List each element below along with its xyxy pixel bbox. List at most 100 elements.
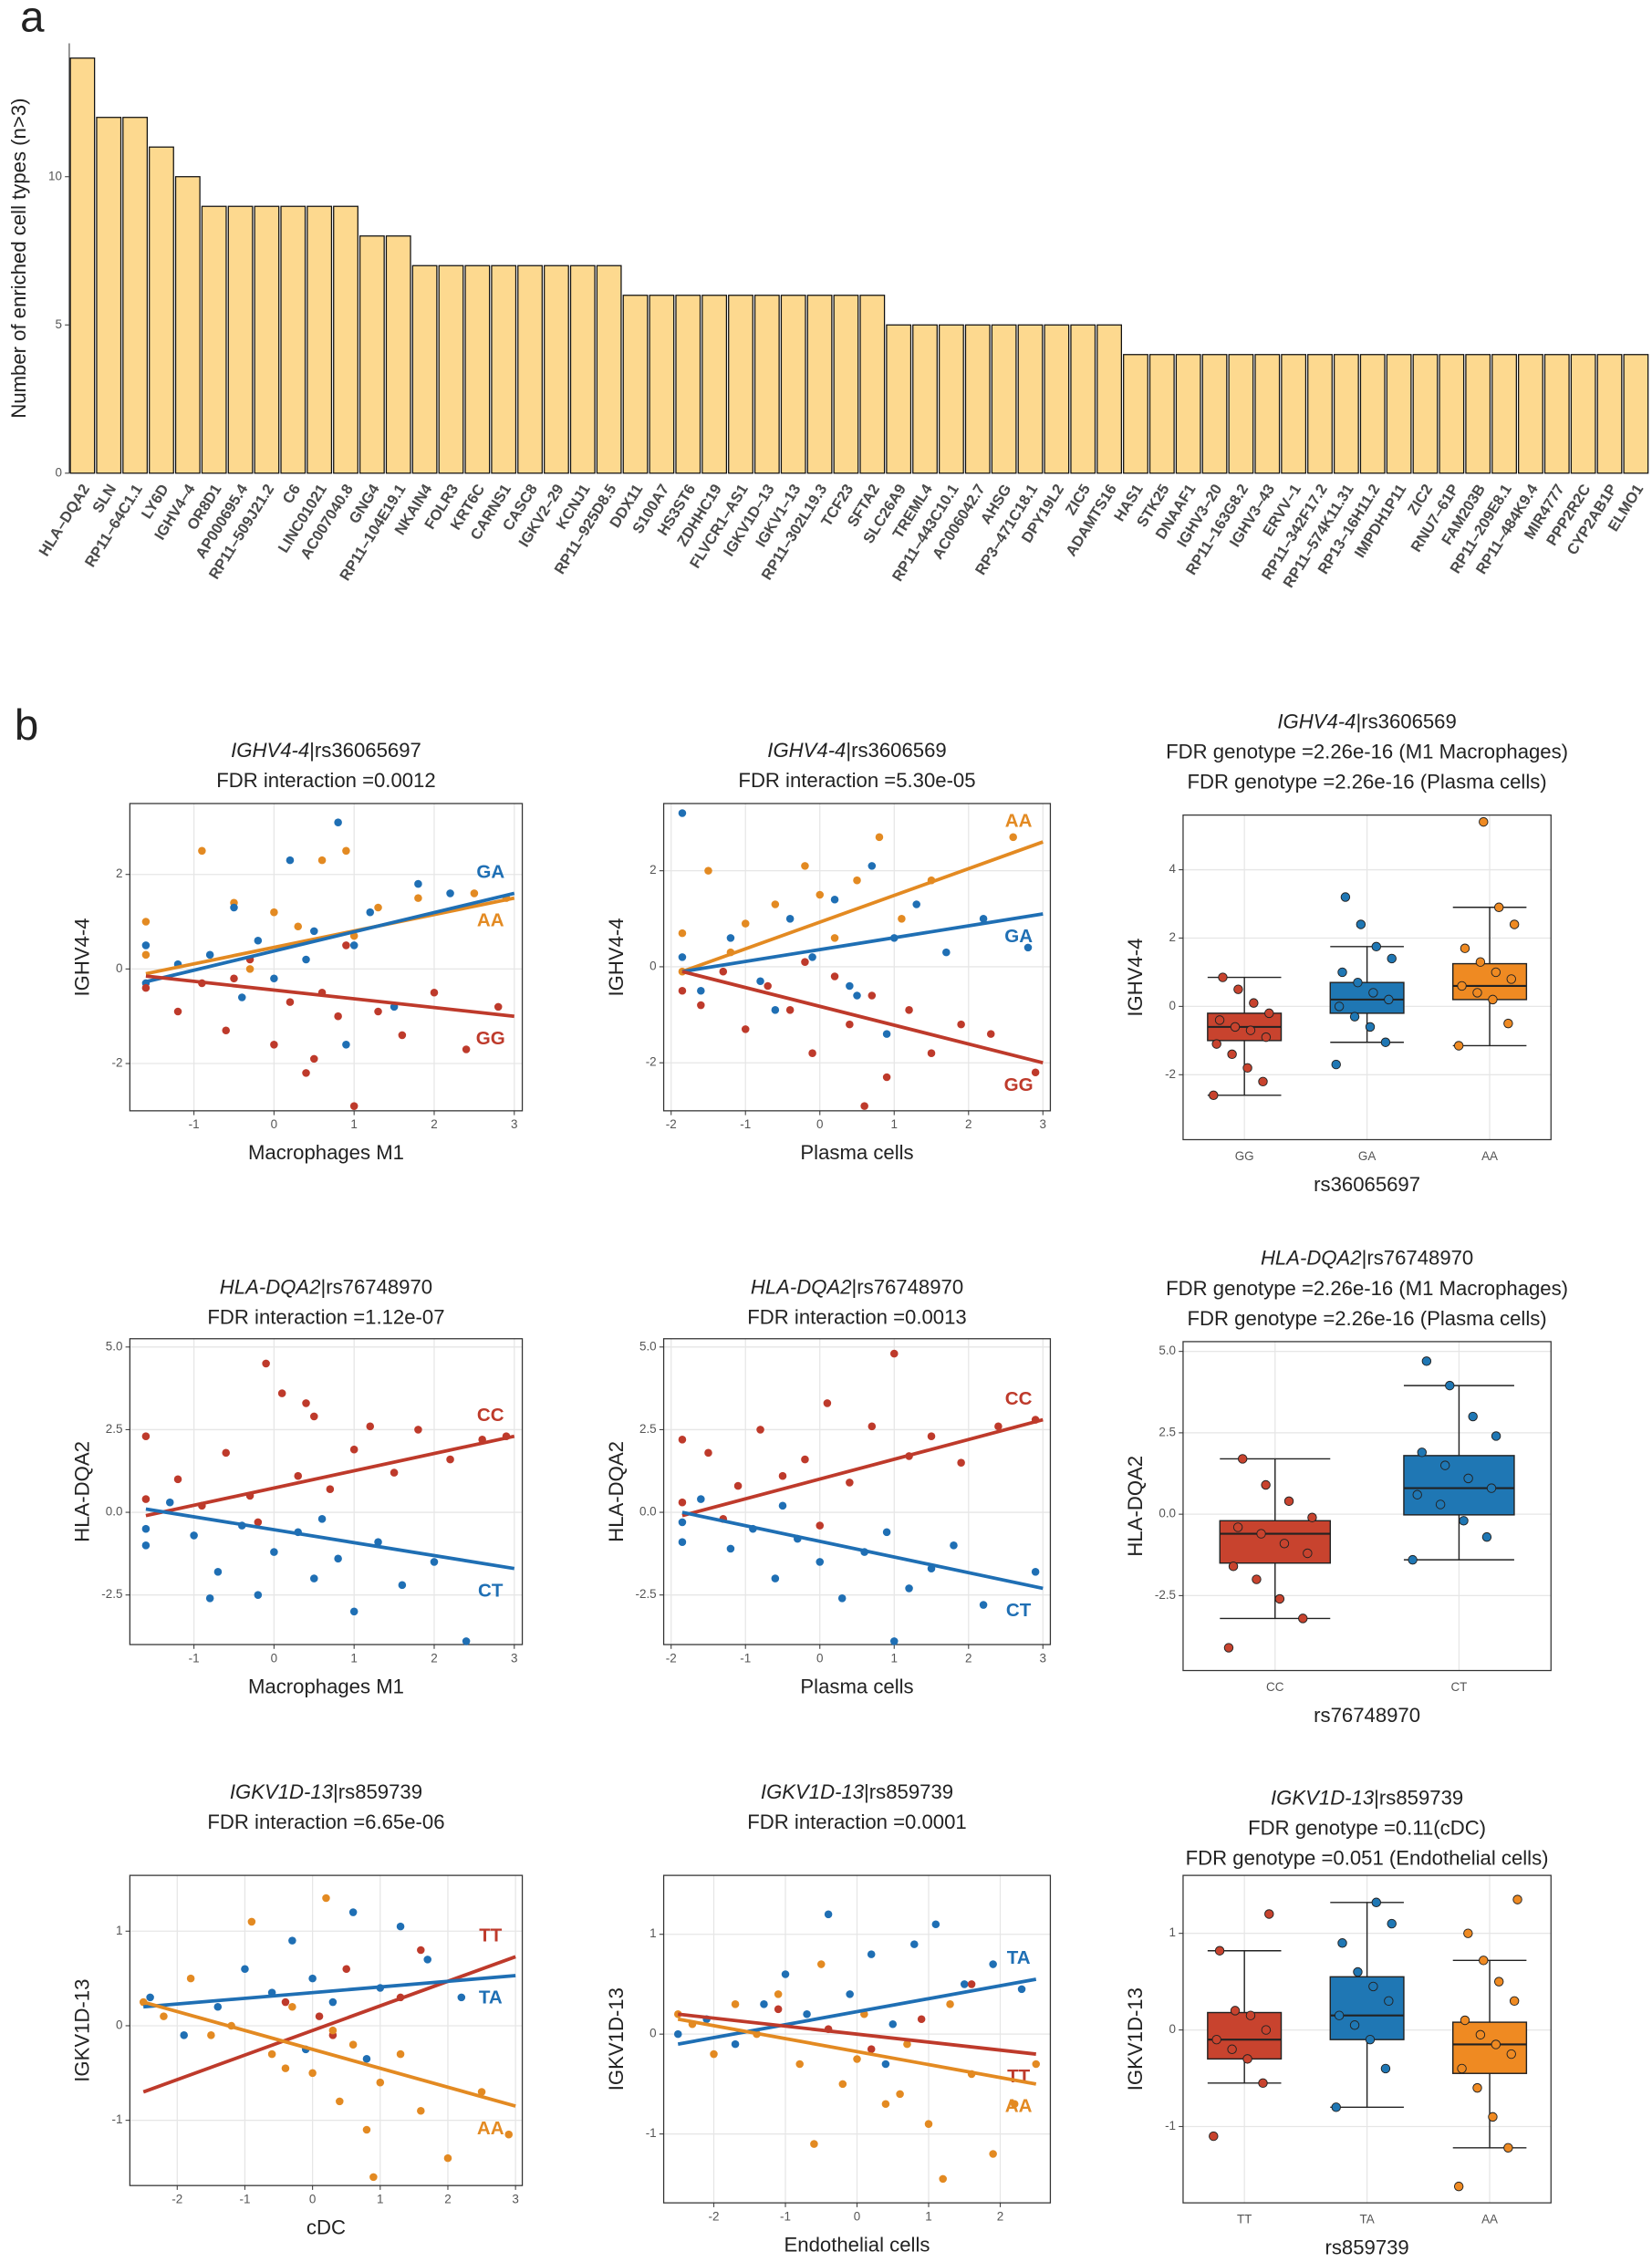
point (317, 856, 327, 865)
x-tick-label: 0 (271, 1117, 277, 1131)
point (374, 903, 382, 912)
point (731, 2000, 740, 2008)
plot-background (130, 1875, 523, 2186)
x-tick-label: 2 (431, 1651, 437, 1665)
point (710, 2049, 718, 2059)
point (1237, 1454, 1248, 1464)
point (1249, 998, 1259, 1008)
point (254, 1591, 263, 1599)
point (678, 1436, 687, 1444)
point (882, 1030, 891, 1038)
point (1230, 2006, 1241, 2016)
point (810, 2140, 818, 2148)
series-label: GA (1004, 926, 1033, 947)
point (760, 2000, 768, 2008)
point (1365, 2034, 1376, 2045)
bar (753, 295, 780, 474)
point (867, 1950, 876, 1958)
point (328, 2026, 338, 2035)
title-gene: HLA-DQA2 (220, 1275, 321, 1298)
point (1334, 1001, 1345, 1012)
point (1509, 1996, 1520, 2007)
bar (122, 117, 149, 474)
point (946, 2000, 954, 2008)
bar (307, 205, 333, 474)
point (1261, 2025, 1272, 2035)
x-tick-label: GA (1358, 1149, 1376, 1163)
point (778, 1501, 787, 1510)
point (726, 1544, 735, 1553)
point (366, 908, 375, 917)
point (979, 1601, 988, 1609)
point (342, 846, 350, 856)
point (1384, 1996, 1394, 2007)
bar (149, 146, 174, 474)
point (1242, 2054, 1252, 2064)
point (398, 1031, 407, 1040)
point (443, 2153, 452, 2163)
point (1408, 1554, 1418, 1565)
bar (517, 265, 543, 474)
chart-subtitle: FDR genotype =2.26e-16 (M1 Macrophages) (1166, 740, 1568, 763)
point (1031, 1568, 1040, 1576)
x-tick-label: 1 (350, 1651, 357, 1665)
y-tick-label: 1 (649, 1926, 656, 1940)
x-tick-label: 0 (816, 1117, 823, 1131)
y-axis-label: IGKV1D-13 (1124, 1987, 1147, 2091)
point (678, 1538, 687, 1546)
x-tick-label: 1 (891, 1651, 898, 1665)
point (1261, 1032, 1272, 1043)
point (1384, 994, 1394, 1005)
point (1252, 1574, 1262, 1584)
point (238, 993, 246, 1001)
chart-title: IGHV4-4|rs36065697 (231, 739, 421, 762)
point (1274, 1593, 1285, 1604)
point (1439, 1460, 1450, 1470)
box (1329, 1976, 1405, 2040)
series-label: GG (476, 1028, 505, 1049)
x-tick-label: C6 (279, 481, 304, 506)
point (678, 809, 687, 817)
x-tick-label: HLA–DQA2 (36, 481, 94, 559)
series-label: TA (1007, 1947, 1031, 1968)
point (808, 1049, 816, 1057)
point (342, 1965, 350, 1974)
point (286, 998, 295, 1006)
point (697, 986, 705, 995)
point (222, 1026, 230, 1035)
y-tick-label: 2 (649, 863, 656, 877)
point (896, 2090, 904, 2099)
point (247, 1917, 256, 1926)
point (889, 1349, 899, 1358)
y-tick-label: 2 (116, 866, 122, 880)
bar (254, 205, 280, 474)
point (678, 929, 687, 938)
point (1209, 1090, 1219, 1101)
point (241, 1965, 249, 1974)
point (785, 1006, 795, 1014)
x-tick-label: 2 (997, 2210, 1003, 2224)
bar (1623, 354, 1649, 474)
bar (227, 205, 254, 474)
y-tick-label: -1 (112, 2112, 123, 2126)
point (205, 950, 214, 960)
chart-subtitle: FDR genotype =2.26e-16 (M1 Macrophages) (1166, 1277, 1568, 1300)
point (1331, 2102, 1341, 2112)
series-label: CC (1005, 1388, 1033, 1409)
plot-background (663, 803, 1051, 1111)
point (213, 1568, 223, 1576)
point (905, 1006, 913, 1014)
point (816, 890, 825, 899)
point (308, 1974, 317, 1983)
point (254, 937, 263, 945)
fit-line (677, 2017, 1037, 2086)
point (1245, 2010, 1256, 2020)
fit-line (145, 891, 515, 984)
point (504, 2130, 514, 2139)
point (302, 1069, 310, 1077)
point (1460, 943, 1470, 953)
point (853, 876, 861, 885)
point (697, 1495, 705, 1503)
title-snp: |rs859739 (1374, 1786, 1463, 1809)
